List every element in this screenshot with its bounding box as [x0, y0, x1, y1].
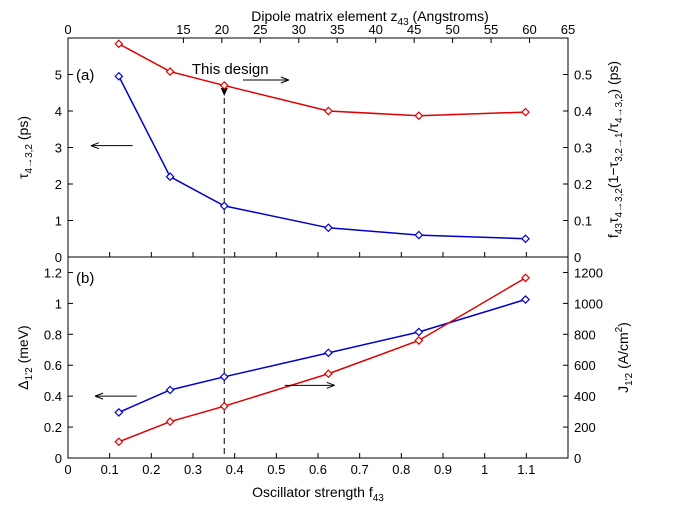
panel-a-series-left-marker [414, 230, 424, 240]
bottom-axis-tick-label: 0.6 [309, 462, 327, 477]
panel-b-series-left-marker [114, 407, 124, 417]
panel-b-series-left-marker [414, 327, 424, 337]
panel-a-series [90, 39, 530, 244]
bottom-axis-tick-label: 0.1 [101, 462, 119, 477]
panel-a-series-right-marker [414, 111, 424, 121]
bottom-axis-tick-label: 0 [64, 462, 71, 477]
design-annotation: This design [192, 61, 269, 78]
panel-a-left-tick-label: 3 [55, 141, 62, 156]
panel-a-series-right-marker [219, 81, 229, 90]
panel-a-series-right-marker [323, 106, 333, 116]
top-axis-tick-label: 65 [561, 22, 575, 37]
bottom-axis-tick-label: 1.1 [517, 462, 535, 477]
bottom-axis-tick-label: 1 [481, 462, 488, 477]
panel-b-left-tick-label: 0.6 [44, 358, 62, 373]
panel-a-left-axis-label: τ4→3,2 (ps) [15, 116, 35, 179]
bottom-axis-tick-label: 0.9 [434, 462, 452, 477]
panel-a-left-tick-label: 1 [55, 214, 62, 229]
panel-b-left-axis-label: Δ1'2 (meV) [15, 325, 35, 389]
panel-b-series-right-marker [323, 369, 333, 379]
bottom-axis-tick-label: 0.8 [392, 462, 410, 477]
panel-b-series-left-marker [165, 385, 175, 395]
bottom-axis-label: Oscillator strength f43 [252, 484, 384, 504]
panel-b-right-tick-label: 1000 [574, 296, 603, 311]
bottom-axis-tick-label: 0.4 [226, 462, 244, 477]
panel-b-series-left-marker [323, 348, 333, 358]
panel-b-series-right-line [118, 277, 526, 443]
top-axis-tick-label: 20 [215, 22, 229, 37]
panel-a-right-tick-label: 0.3 [574, 141, 592, 156]
panel-b-right-tick-label: 200 [574, 420, 596, 435]
top-axis-tick-label: 15 [176, 22, 190, 37]
panel-a-label: (a) [76, 67, 94, 84]
panel-a-series-left-marker [219, 201, 229, 211]
panel-a-right-tick-label: 0.2 [574, 177, 592, 192]
panel-a-left-tick-label: 0 [55, 250, 62, 265]
panel-b-ticks: 0 0.1 0.2 0.3 0.4 0.5 0.6 0.7 0.8 0.9 1 1.1 0 0.2 0.4 0… [44, 265, 603, 477]
panel-a-series-right-marker [521, 107, 530, 117]
panel-a-axis-arrow-head [90, 142, 100, 150]
panel-b-series-right-marker [114, 437, 124, 447]
top-axis-tick-label: 0 [64, 22, 71, 37]
panel-a-series-left-marker [165, 172, 175, 182]
panel-a-axis-arrow-head [280, 76, 290, 84]
panel-b-series-left-marker [521, 295, 530, 304]
top-axis-tick-label: 55 [484, 22, 498, 37]
panel-a-series-right-marker [165, 67, 175, 77]
panel-a-right-tick-label: 0.4 [574, 104, 592, 119]
panel-a-series-left-marker [521, 234, 530, 244]
panel-b-right-tick-label: 1200 [574, 265, 603, 280]
top-axis-tick-label: 30 [292, 22, 306, 37]
panel-a-left-tick-label: 4 [55, 104, 62, 119]
panel-a-right-tick-label: 0 [574, 250, 581, 265]
panel-a-left-tick-label: 5 [55, 68, 62, 83]
panel-a-left-tick-label: 2 [55, 177, 62, 192]
panel-a-series-left-marker [323, 223, 333, 233]
panel-b-right-tick-label: 400 [574, 389, 596, 404]
panel-b-left-tick-label: 0.8 [44, 327, 62, 342]
bottom-axis-tick-label: 0.5 [267, 462, 285, 477]
bottom-axis-tick-label: 0.7 [351, 462, 369, 477]
panel-a-series-right-marker [114, 39, 124, 49]
panel-b-series-left-marker [219, 372, 229, 382]
panel-b-axis-arrow-head [94, 392, 104, 400]
top-axis-tick-label: 60 [522, 22, 536, 37]
panel-b-series [94, 273, 530, 447]
panel-b-axis-arrow-head [326, 381, 335, 389]
design-arrow-head [220, 88, 228, 96]
panel-b-right-tick-label: 0 [574, 451, 581, 466]
bottom-axis-tick-label: 0.2 [142, 462, 160, 477]
panel-a-right-tick-label: 0.1 [574, 214, 592, 229]
bottom-axis-tick-label: 0.3 [184, 462, 202, 477]
panel-a-series-left-marker [114, 71, 124, 81]
panel-b-right-tick-label: 800 [574, 327, 596, 342]
top-axis-tick-label: 40 [368, 22, 382, 37]
panel-a-right-tick-label: 0.5 [574, 68, 592, 83]
panel-b-right-axis-label: J1'2 (A/cm2) [614, 322, 635, 393]
panel-a-series-right-line [118, 43, 526, 117]
top-axis-tick-label: 35 [330, 22, 344, 37]
panel-b-left-tick-label: 0.4 [44, 389, 62, 404]
panel-b-series-right-marker [219, 401, 229, 411]
top-axis-label: Dipole matrix element z43 (Angstroms) [251, 8, 489, 28]
panel-b-left-tick-label: 0.2 [44, 420, 62, 435]
panel-a-ticks: 0 15 20 25 30 35 40 45 50 55 60 6501234500.10.20.30… [55, 22, 592, 265]
panel-a-right-axis-label: f43τ4→3,2(1−τ3,2→1/τ4→3,2) (ps) [605, 61, 625, 238]
panel-b-series-right-marker [521, 273, 530, 283]
panel-a-series-left-line [118, 75, 526, 240]
panel-b-label: (b) [76, 270, 94, 287]
panel-b-left-tick-label: 1.2 [44, 265, 62, 280]
top-axis-tick-label: 50 [445, 22, 459, 37]
panel-b-series-right-marker [414, 336, 424, 345]
top-axis-tick-label: 25 [253, 22, 267, 37]
panel-b-series-right-marker [165, 417, 175, 427]
panel-b-left-tick-label: 1 [55, 296, 62, 311]
top-axis-tick-label: 45 [407, 22, 421, 37]
panel-b-left-tick-label: 0 [55, 451, 62, 466]
panel-b-series-left-line [118, 298, 526, 414]
panel-b-right-tick-label: 600 [574, 358, 596, 373]
